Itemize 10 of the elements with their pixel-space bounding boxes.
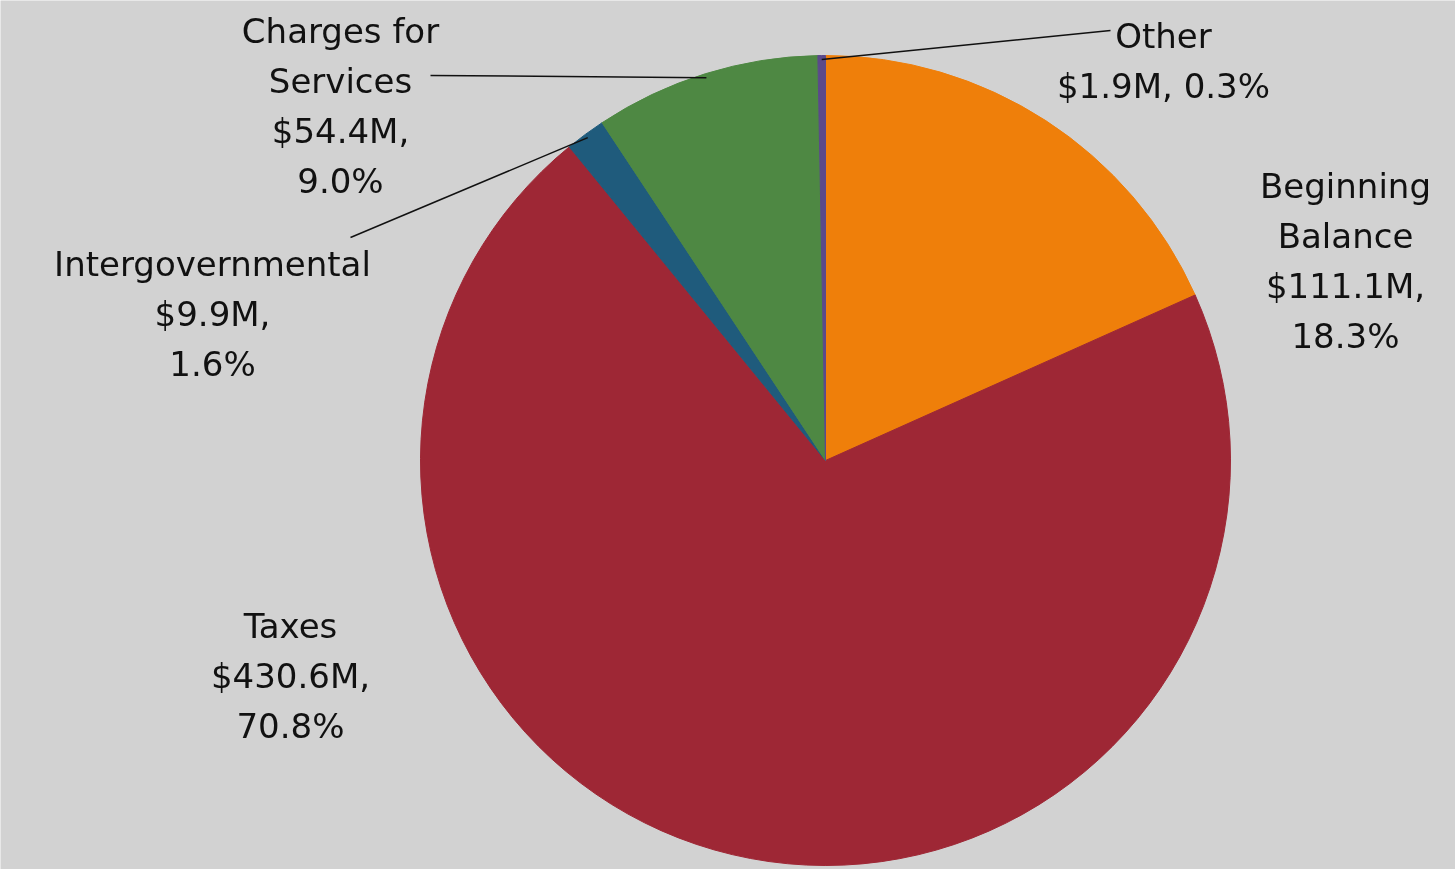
slice-label: Other (1115, 15, 1212, 56)
data-label: $54.4M, 9.0% (271, 110, 410, 201)
data-label: $9.9M, 1.6% (154, 293, 271, 384)
data-label: $430.6M, 70.8% (210, 655, 371, 746)
slice-label: Intergovernmental (54, 243, 371, 284)
slice-label: Taxes (242, 605, 338, 646)
data-label: $1.9M, 0.3% (1056, 65, 1271, 106)
data-label: $111.1M, 18.3% (1265, 265, 1426, 356)
slice-label: Charges for Services (241, 10, 440, 101)
slice-label: Beginning Balance (1260, 165, 1431, 256)
